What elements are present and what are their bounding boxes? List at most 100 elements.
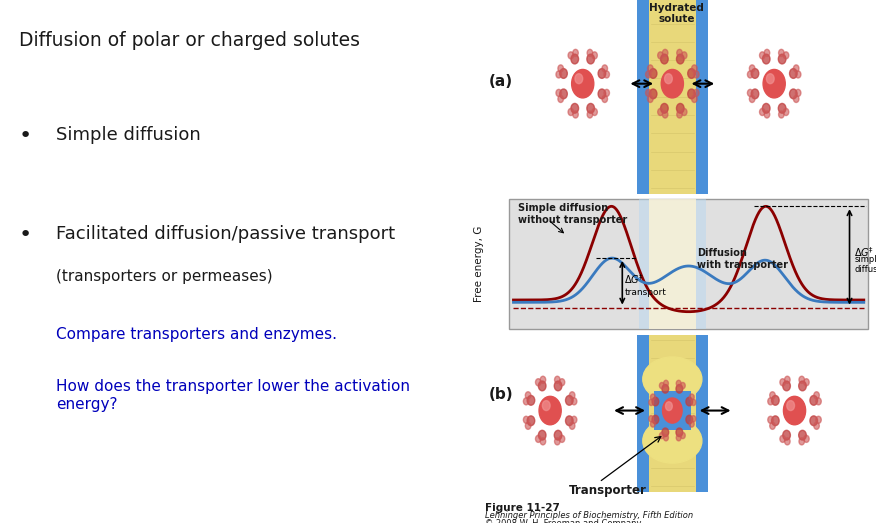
Circle shape: [762, 104, 770, 113]
Text: Compare transporters and enzymes.: Compare transporters and enzymes.: [56, 327, 337, 342]
Circle shape: [661, 70, 683, 98]
Circle shape: [646, 71, 651, 78]
FancyBboxPatch shape: [649, 0, 696, 194]
Circle shape: [694, 89, 699, 96]
FancyBboxPatch shape: [637, 0, 649, 194]
Text: $\Delta G^{\ddagger}$: $\Delta G^{\ddagger}$: [854, 245, 874, 258]
Circle shape: [795, 71, 801, 78]
Circle shape: [787, 401, 795, 411]
Circle shape: [646, 89, 651, 96]
Circle shape: [652, 397, 659, 406]
Circle shape: [649, 89, 657, 99]
Circle shape: [652, 415, 659, 424]
Circle shape: [649, 416, 653, 422]
Circle shape: [682, 52, 687, 59]
Circle shape: [691, 65, 697, 72]
Circle shape: [799, 381, 806, 391]
Text: Simple diffusion
without transporter: Simple diffusion without transporter: [518, 203, 627, 224]
Text: (a): (a): [489, 74, 513, 88]
Circle shape: [783, 396, 806, 425]
Circle shape: [677, 49, 682, 56]
Circle shape: [749, 95, 755, 103]
Circle shape: [799, 438, 804, 445]
Circle shape: [555, 376, 560, 383]
FancyBboxPatch shape: [637, 335, 649, 492]
Circle shape: [810, 416, 817, 426]
Circle shape: [766, 74, 774, 84]
FancyBboxPatch shape: [696, 335, 708, 492]
Circle shape: [558, 95, 563, 103]
Circle shape: [555, 381, 562, 391]
Circle shape: [540, 376, 546, 383]
Circle shape: [764, 111, 770, 118]
Circle shape: [785, 376, 790, 383]
FancyBboxPatch shape: [639, 199, 649, 329]
Circle shape: [526, 422, 531, 429]
Circle shape: [783, 108, 788, 116]
Circle shape: [759, 108, 765, 116]
Circle shape: [662, 384, 668, 393]
Text: Facilitated diffusion/passive transport: Facilitated diffusion/passive transport: [56, 225, 395, 243]
Circle shape: [759, 52, 765, 59]
Circle shape: [816, 398, 822, 405]
Circle shape: [649, 69, 657, 78]
Text: (b): (b): [489, 388, 513, 402]
Circle shape: [694, 71, 699, 78]
Text: Hydrated
solute: Hydrated solute: [649, 3, 703, 24]
Circle shape: [569, 392, 575, 399]
Circle shape: [799, 430, 806, 440]
Circle shape: [764, 49, 770, 56]
Circle shape: [569, 422, 575, 429]
Text: Transporter: Transporter: [569, 484, 646, 497]
Circle shape: [686, 415, 693, 424]
Circle shape: [556, 71, 562, 78]
Circle shape: [676, 435, 682, 441]
Circle shape: [751, 69, 759, 78]
Text: © 2008 W. H. Freeman and Company: © 2008 W. H. Freeman and Company: [485, 519, 641, 523]
Circle shape: [676, 104, 684, 113]
Circle shape: [542, 401, 550, 411]
Circle shape: [598, 69, 605, 78]
Circle shape: [767, 398, 774, 405]
Circle shape: [814, 422, 819, 429]
Circle shape: [682, 108, 687, 116]
Circle shape: [663, 435, 668, 441]
FancyBboxPatch shape: [696, 199, 706, 329]
Circle shape: [783, 430, 790, 440]
Circle shape: [572, 70, 594, 98]
Circle shape: [676, 428, 682, 437]
Circle shape: [523, 398, 529, 405]
Circle shape: [779, 49, 784, 56]
Circle shape: [556, 89, 562, 96]
Circle shape: [598, 89, 605, 99]
Ellipse shape: [643, 418, 702, 463]
Circle shape: [571, 104, 578, 113]
Circle shape: [647, 65, 653, 72]
Circle shape: [691, 416, 696, 422]
Circle shape: [602, 65, 608, 72]
Circle shape: [666, 402, 672, 411]
Circle shape: [555, 430, 562, 440]
Circle shape: [803, 435, 809, 442]
Circle shape: [540, 438, 546, 445]
Circle shape: [592, 108, 597, 116]
Circle shape: [660, 433, 664, 439]
Circle shape: [527, 395, 534, 405]
Circle shape: [689, 421, 694, 427]
Circle shape: [772, 395, 779, 405]
Circle shape: [602, 95, 608, 103]
Circle shape: [559, 435, 565, 442]
Circle shape: [767, 416, 774, 423]
Circle shape: [661, 104, 668, 113]
Text: •: •: [18, 225, 32, 245]
Text: How does the transporter lower the activation
energy?: How does the transporter lower the activ…: [56, 379, 410, 412]
Circle shape: [789, 69, 797, 78]
FancyBboxPatch shape: [696, 0, 708, 194]
Circle shape: [789, 89, 797, 99]
Circle shape: [604, 71, 610, 78]
Circle shape: [558, 65, 563, 72]
Circle shape: [587, 111, 593, 118]
Circle shape: [676, 54, 684, 64]
Circle shape: [560, 89, 568, 99]
Circle shape: [571, 398, 577, 405]
